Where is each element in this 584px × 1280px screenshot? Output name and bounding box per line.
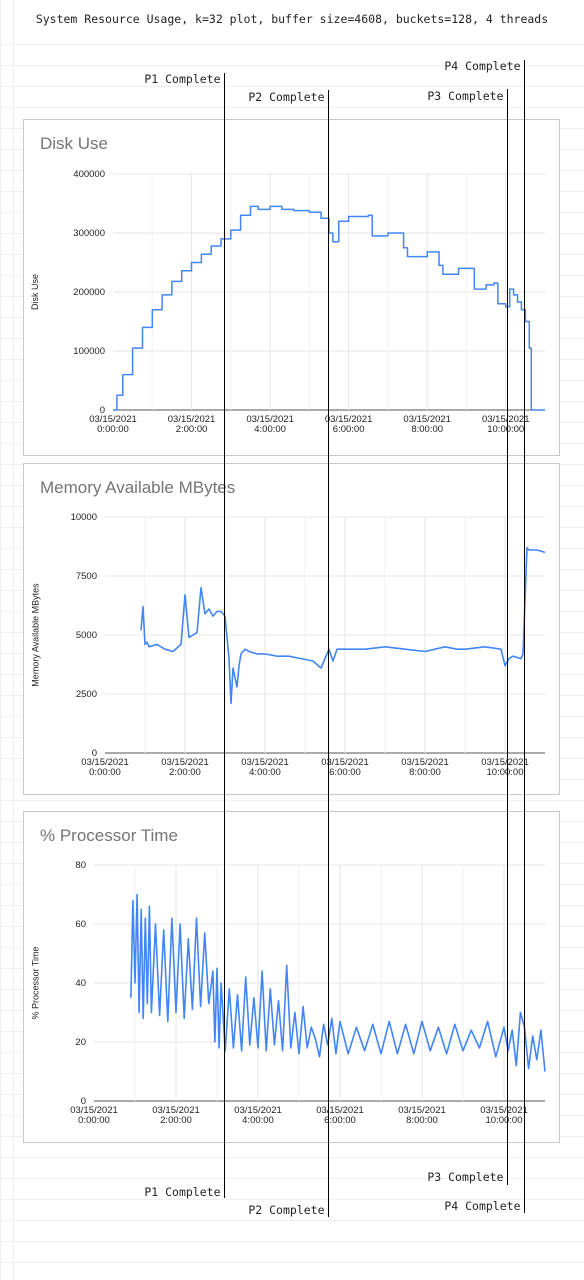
y-tick-label: 80 xyxy=(75,860,86,871)
x-tick-label: 03/15/2021 xyxy=(403,414,451,425)
y-tick-label: 7500 xyxy=(76,571,97,582)
x-tick-label: 10:00:00 xyxy=(486,1115,523,1126)
x-tick-label: 2:00:00 xyxy=(160,1115,192,1126)
chart-title: Memory Available MBytes xyxy=(40,478,236,497)
page-title: System Resource Usage, k=32 plot, buffer… xyxy=(35,12,549,26)
x-tick-label: 6:00:00 xyxy=(329,767,361,778)
y-tick-label: 0 xyxy=(100,405,105,416)
y-tick-label: 2500 xyxy=(76,689,97,700)
x-tick-label: 03/15/2021 xyxy=(482,414,530,425)
phase-marker-label: P4 Complete xyxy=(444,1199,521,1213)
y-tick-label: 60 xyxy=(75,919,86,930)
y-tick-label: 0 xyxy=(81,1096,86,1107)
x-tick-label: 0:00:00 xyxy=(89,767,121,778)
memory-available-chart: Memory Available MBytes 0 2500 5000 7500 100… xyxy=(23,463,560,795)
x-tick-label: 4:00:00 xyxy=(254,424,286,435)
x-tick-label: 03/15/2021 xyxy=(481,757,529,768)
x-tick-label: 03/15/2021 xyxy=(401,757,449,768)
y-tick-label: 200000 xyxy=(73,287,105,298)
disk-use-chart: Disk Use 0 100000 200000 300000 400000 03/15/… xyxy=(23,119,560,456)
x-tick-label: 2:00:00 xyxy=(169,767,201,778)
x-tick-label: 03/15/2021 xyxy=(321,757,369,768)
y-tick-label: 100000 xyxy=(73,346,105,357)
phase-marker-label: P2 Complete xyxy=(248,90,325,104)
phase-marker-label: P3 Complete xyxy=(427,89,504,103)
y-axis-label: Disk Use xyxy=(30,273,41,311)
y-axis-label: % Processor Time xyxy=(30,946,41,1020)
chart-title: % Processor Time xyxy=(40,826,178,845)
y-axis-label: Memory Available MBytes xyxy=(30,583,41,687)
x-tick-label: 03/15/2021 xyxy=(89,414,137,425)
y-tick-label: 10000 xyxy=(71,512,97,523)
x-tick-label: 03/15/2021 xyxy=(246,414,294,425)
x-tick-label: 4:00:00 xyxy=(242,1115,274,1126)
x-tick-label: 03/15/2021 xyxy=(152,1105,200,1116)
data-series-line xyxy=(130,893,546,1072)
x-tick-label: 2:00:00 xyxy=(176,424,208,435)
y-tick-label: 5000 xyxy=(76,630,97,641)
x-tick-label: 03/15/2021 xyxy=(316,1105,364,1116)
x-tick-label: 0:00:00 xyxy=(97,424,129,435)
x-tick-label: 10:00:00 xyxy=(487,424,524,435)
y-tick-label: 0 xyxy=(92,748,97,759)
data-series-line xyxy=(140,546,546,705)
phase-marker-label: P1 Complete xyxy=(144,72,221,86)
x-tick-label: 6:00:00 xyxy=(324,1115,356,1126)
phase-marker-label: P4 Complete xyxy=(444,59,521,73)
x-tick-label: 03/15/2021 xyxy=(234,1105,282,1116)
chart-plot: 02500500075001000003/15/20210:00:0003/15… xyxy=(71,512,546,778)
y-tick-label: 20 xyxy=(75,1037,86,1048)
x-tick-label: 8:00:00 xyxy=(411,424,443,435)
data-series-line xyxy=(113,205,545,411)
processor-time-chart: % Processor Time 0 20 40 60 80 03/15/2021 0:00… xyxy=(23,811,560,1143)
phase-marker-label: P1 Complete xyxy=(144,1185,221,1199)
y-tick-label: 300000 xyxy=(73,228,105,239)
phase-marker-label: P2 Complete xyxy=(248,1203,325,1217)
x-tick-label: 03/15/2021 xyxy=(81,757,129,768)
x-tick-label: 03/15/2021 xyxy=(168,414,216,425)
x-tick-label: 03/15/2021 xyxy=(70,1105,118,1116)
y-tick-label: 40 xyxy=(75,978,86,989)
y-tick-label: 400000 xyxy=(73,169,105,180)
x-tick-label: 4:00:00 xyxy=(249,767,281,778)
x-tick-label: 8:00:00 xyxy=(409,767,441,778)
x-tick-label: 03/15/2021 xyxy=(480,1105,528,1116)
x-tick-label: 0:00:00 xyxy=(78,1115,110,1126)
chart-title: Disk Use xyxy=(40,134,109,153)
x-tick-label: 03/15/2021 xyxy=(161,757,209,768)
phase-marker-label: P3 Complete xyxy=(427,1170,504,1184)
x-tick-label: 6:00:00 xyxy=(333,424,365,435)
x-tick-label: 10:00:00 xyxy=(487,767,524,778)
chart-plot: 010000020000030000040000003/15/20210:00:… xyxy=(73,169,545,435)
chart-plot: 02040608003/15/20210:00:0003/15/20212:00… xyxy=(70,860,546,1126)
x-tick-label: 03/15/2021 xyxy=(325,414,373,425)
x-tick-label: 8:00:00 xyxy=(406,1115,438,1126)
x-tick-label: 03/15/2021 xyxy=(398,1105,446,1116)
x-tick-label: 03/15/2021 xyxy=(241,757,289,768)
